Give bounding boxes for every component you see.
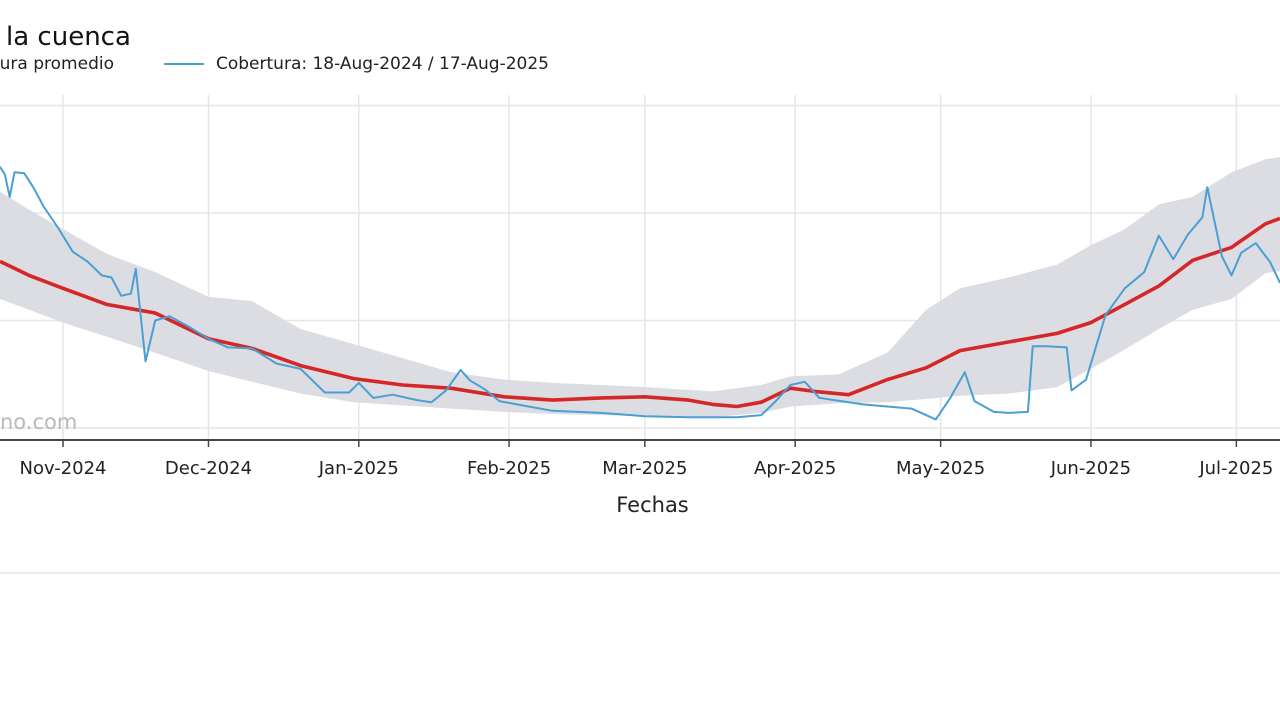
x-tick-label: Jan-2025	[318, 458, 399, 479]
legend-label-mean: rtura promedio	[0, 54, 114, 74]
chart-title: la cuenca	[6, 22, 131, 52]
x-tick-label: Feb-2025	[467, 458, 551, 479]
x-tick-label: Jul-2025	[1198, 458, 1273, 479]
watermark: no.com	[0, 410, 78, 434]
x-axis-label: Fechas	[616, 493, 689, 517]
legend-item-coverage[interactable]: Cobertura: 18-Aug-2024 / 17-Aug-2025	[164, 54, 549, 74]
series-line-coverage[interactable]	[0, 166, 1280, 421]
x-tick-label: Nov-2024	[20, 458, 107, 479]
legend-swatch-coverage	[164, 63, 204, 65]
range-band	[0, 157, 1280, 418]
x-tick-label: Dec-2024	[165, 458, 252, 479]
bottom-divider	[0, 572, 1280, 574]
x-tick-label: Apr-2025	[754, 458, 836, 479]
x-tick-label: Jun-2025	[1050, 458, 1131, 479]
x-tick-label: Mar-2025	[602, 458, 687, 479]
legend-item-mean[interactable]: rtura promedio	[0, 54, 114, 74]
x-tick-label: May-2025	[896, 458, 985, 479]
legend-label-coverage: Cobertura: 18-Aug-2024 / 17-Aug-2025	[216, 54, 549, 74]
x-tick-labels: Nov-2024 Dec-2024 Jan-2025 Feb-2025 Mar-2025…	[20, 440, 1273, 479]
